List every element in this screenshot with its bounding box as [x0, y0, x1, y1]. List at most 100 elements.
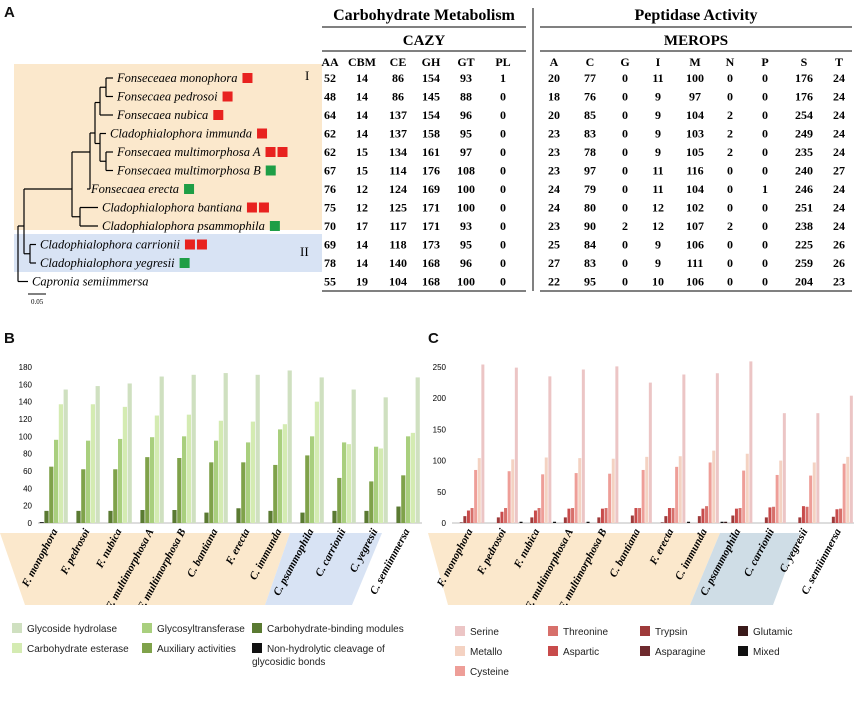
cazy-cell: 62 — [324, 127, 336, 141]
bar-trypsin — [530, 517, 534, 523]
cazy-cell: 145 — [422, 90, 440, 104]
merops-cell: 97 — [689, 90, 701, 104]
bar-glycosyltransferase — [150, 437, 155, 523]
merops-cell: 2 — [727, 145, 733, 159]
bar-carbohydrate-esterase — [378, 448, 383, 523]
bar-cysteine — [675, 466, 679, 523]
cazy-cell: 173 — [422, 238, 440, 252]
legend-label: Carbohydrate-binding modules — [267, 624, 404, 635]
merops-cell: 23 — [548, 219, 560, 233]
merops-cell: 23 — [548, 127, 560, 141]
cazy-cell: 86 — [392, 90, 404, 104]
bar-glutamic — [724, 521, 728, 523]
bar-glycosyltransferase — [374, 446, 379, 523]
merops-cell: 0 — [622, 90, 628, 104]
bar-threonine — [839, 508, 843, 523]
bar-glycoside-hydrolase — [351, 389, 356, 523]
merops-cell: 0 — [762, 164, 768, 178]
cazy-cell: 67 — [324, 164, 336, 178]
legend-swatch — [252, 643, 262, 653]
legend-swatch — [548, 626, 558, 636]
bar-threonine — [671, 508, 675, 523]
cazy-cell: 1 — [500, 71, 506, 85]
bar-trypsin — [697, 516, 701, 523]
strain-marker-red — [258, 202, 269, 213]
bar-metallo — [477, 458, 481, 523]
merops-cell: 24 — [833, 108, 845, 122]
bar-cysteine — [541, 474, 545, 523]
merops-cell: 0 — [622, 256, 628, 270]
merops-header: A — [550, 55, 559, 69]
merops-cell: 83 — [584, 256, 596, 270]
bar-carbohydrate-binding-modules — [140, 510, 145, 523]
bar-carbohydrate-binding-modules — [108, 510, 113, 523]
legend-swatch — [738, 626, 748, 636]
legend-label: Threonine — [563, 627, 609, 638]
taxon-label: Cladophialophora bantiana — [102, 201, 242, 215]
merops-cell: 111 — [687, 256, 704, 270]
legend-swatch — [12, 623, 22, 633]
cazy-header: PL — [495, 55, 510, 69]
merops-cell: 0 — [762, 108, 768, 122]
cazy-header: CBM — [348, 55, 376, 69]
bar-auxiliary-activities — [305, 455, 310, 523]
bar-glycosyltransferase — [246, 442, 251, 523]
bar-glycoside-hydrolase — [287, 370, 292, 523]
merops-cell: 0 — [762, 219, 768, 233]
merops-cell: 0 — [727, 182, 733, 196]
y-tick-label: 40 — [23, 484, 32, 493]
legend-swatch — [738, 646, 748, 656]
merops-cell: 20 — [548, 71, 560, 85]
cazy-cell: 0 — [500, 182, 506, 196]
cazy-cell: 118 — [389, 238, 406, 252]
group-i-band — [428, 533, 720, 605]
merops-header: T — [835, 55, 843, 69]
taxon-label: Fonseceaea monophora — [116, 71, 237, 85]
bar-trypsin — [496, 517, 500, 523]
bar-glycoside-hydrolase — [159, 376, 164, 523]
bar-carbohydrate-esterase — [186, 414, 191, 523]
strain-marker-red — [196, 239, 207, 250]
legend-label: Serine — [470, 627, 499, 638]
merops-cell: 83 — [584, 127, 596, 141]
bar-carbohydrate-binding-modules — [396, 506, 401, 523]
cazy-cell: 0 — [500, 145, 506, 159]
bar-glycosyltransferase — [406, 436, 411, 523]
merops-cell: 238 — [795, 219, 813, 233]
bar-serine — [548, 376, 552, 523]
taxon-label: Cladophialophora psammophila — [102, 219, 265, 233]
cazy-header: GT — [457, 55, 474, 69]
merops-cell: 95 — [584, 275, 596, 289]
merops-cell: 0 — [762, 256, 768, 270]
legend-label: Mixed — [753, 647, 780, 658]
bar-carbohydrate-binding-modules — [364, 510, 369, 523]
merops-cell: 26 — [833, 256, 845, 270]
bar-metallo — [812, 462, 816, 523]
bar-glycoside-hydrolase — [319, 377, 324, 523]
merops-cell: 0 — [622, 145, 628, 159]
cazy-cell: 17 — [356, 219, 368, 233]
merops-cell: 1 — [762, 182, 768, 196]
bar-glycoside-hydrolase — [415, 377, 420, 523]
cazy-cell: 0 — [500, 108, 506, 122]
bar-metallo — [578, 458, 582, 523]
bar-carbohydrate-esterase — [282, 424, 287, 523]
legend-label: Auxiliary activities — [157, 644, 236, 655]
bar-metallo — [712, 450, 716, 523]
bar-cysteine — [474, 469, 478, 523]
scale-bar-label: 0.05 — [31, 298, 44, 306]
cazy-cell: 0 — [500, 201, 506, 215]
taxon-label: Fonsecaea nubica — [116, 108, 208, 122]
merops-cell: 0 — [762, 71, 768, 85]
bar-serine — [615, 366, 619, 523]
bar-serine — [581, 369, 585, 523]
bar-threonine — [772, 506, 776, 523]
merops-cell: 2 — [727, 127, 733, 141]
y-tick-label: 20 — [23, 502, 32, 511]
cazy-cell: 76 — [324, 182, 336, 196]
merops-cell: 90 — [584, 219, 596, 233]
panel-label-a: A — [4, 4, 15, 21]
bar-trypsin — [463, 516, 467, 523]
bar-aspartic — [600, 508, 604, 523]
